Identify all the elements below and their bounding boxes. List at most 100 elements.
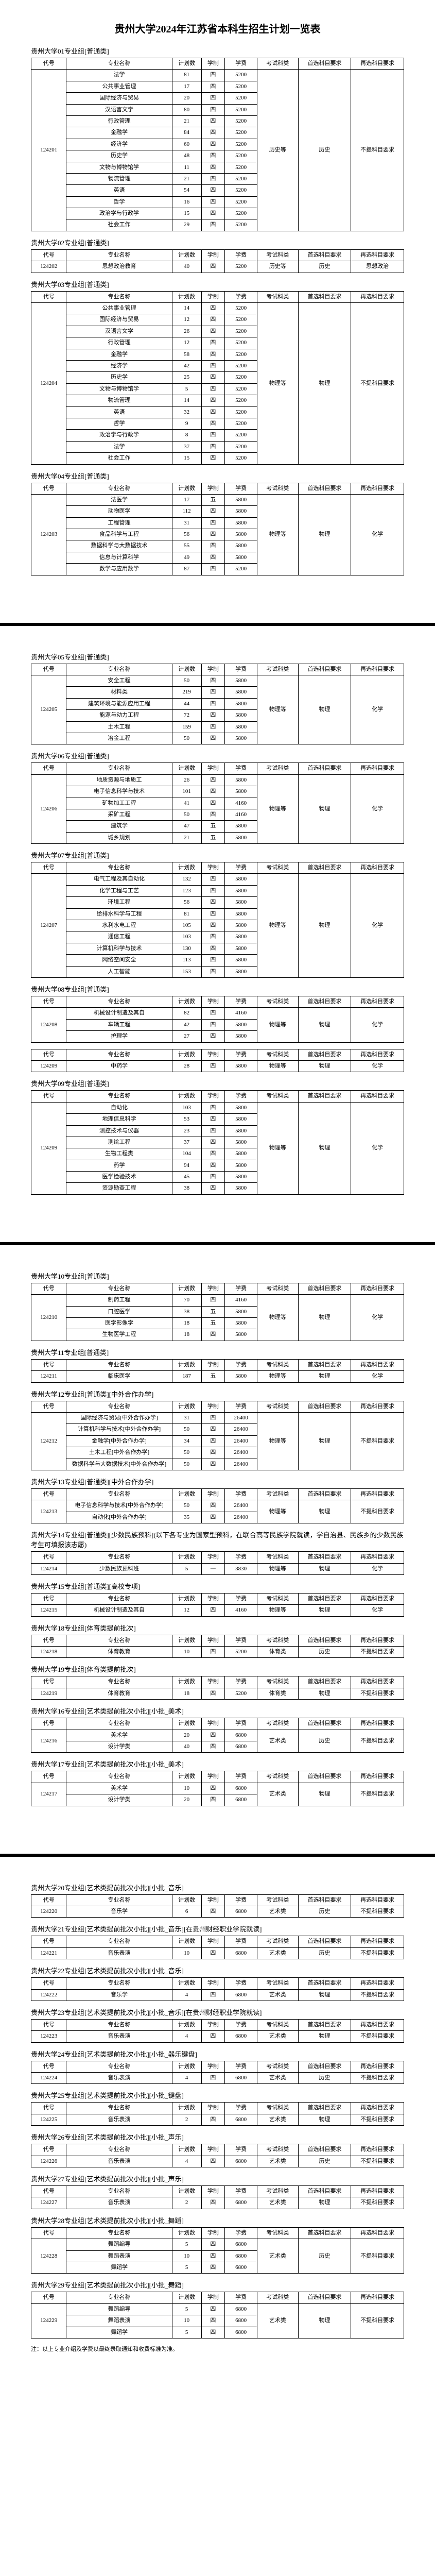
cell-plan: 6 (172, 1906, 201, 1917)
th-req1: 首选科目要求 (298, 2227, 351, 2239)
plan-table: 代号专业名称计划数学制学费考试科类首选科目要求再选科目要求124213电子信息科… (31, 1488, 404, 1523)
cell-fee: 6800 (225, 2197, 257, 2209)
th-code: 代号 (31, 2144, 66, 2156)
cell-plan: 219 (172, 687, 201, 698)
cell-name: 法医学 (66, 494, 172, 505)
cell-cat: 物理等 (257, 1412, 298, 1470)
cell-year: 四 (201, 1605, 225, 1616)
cell-name: 政治学与行政学 (66, 430, 172, 441)
th-cat: 考试科类 (257, 2227, 298, 2239)
cell-name: 人工智能 (66, 966, 172, 977)
cell-plan: 4 (172, 2031, 201, 2042)
cell-plan: 5 (172, 383, 201, 395)
cell-req1: 历史 (298, 2073, 351, 2084)
cell-name: 工程管理 (66, 517, 172, 529)
cell-code: 124225 (31, 2114, 66, 2125)
cell-plan: 31 (172, 1412, 201, 1423)
th-req2: 再选科目要求 (351, 1936, 404, 1947)
cell-cat: 艺术类 (257, 2114, 298, 2125)
cell-req1: 物理 (298, 1605, 351, 1616)
th-code: 代号 (31, 1894, 66, 1906)
cell-req1: 物理 (298, 1500, 351, 1523)
cell-year: 四 (201, 1329, 225, 1341)
th-req1: 首选科目要求 (298, 1488, 351, 1500)
th-code: 代号 (31, 2103, 66, 2114)
th-fee: 学费 (225, 1718, 257, 1730)
cell-name: 资源勘查工程 (66, 1183, 172, 1194)
cell-plan: 103 (172, 931, 201, 943)
th-req2: 再选科目要求 (351, 291, 404, 302)
cell-name: 地理信息科学 (66, 1114, 172, 1125)
plan-table: 代号专业名称计划数学制学费考试科类首选科目要求再选科目要求124209自动化10… (31, 1090, 404, 1195)
cell-plan: 10 (172, 1783, 201, 1794)
group-header: 贵州大学03专业组[普通类] (31, 279, 404, 289)
th-fee: 学费 (225, 1091, 257, 1102)
cell-plan: 113 (172, 955, 201, 966)
cell-fee: 26400 (225, 1447, 257, 1459)
th-cat: 考试科类 (257, 1488, 298, 1500)
th-cat: 考试科类 (257, 1593, 298, 1604)
cell-plan: 34 (172, 1435, 201, 1447)
cell-req2: 化学 (351, 774, 404, 843)
cell-code: 124208 (31, 1008, 66, 1042)
cell-fee: 5800 (225, 774, 257, 786)
cell-year: 五 (201, 494, 225, 505)
cell-fee: 6800 (225, 1989, 257, 2001)
cell-plan: 56 (172, 529, 201, 540)
cell-fee: 5800 (225, 517, 257, 529)
group-header: 贵州大学28专业组[艺术类提前批次小批][小批_舞蹈] (31, 2215, 404, 2225)
cell-name: 物流管理 (66, 395, 172, 406)
cell-cat: 艺术类 (257, 2156, 298, 2167)
cell-year: 四 (201, 2250, 225, 2262)
cell-fee: 5800 (225, 494, 257, 505)
cell-fee: 5800 (225, 506, 257, 517)
cell-name: 舞蹈学 (66, 2327, 172, 2338)
cell-cat: 艺术类 (257, 2303, 298, 2338)
cell-name: 金融学 (66, 349, 172, 360)
cell-code: 124209 (31, 1102, 66, 1194)
cell-fee: 5200 (225, 453, 257, 464)
group-header: 贵州大学08专业组[普通类] (31, 984, 404, 994)
cell-fee: 5800 (225, 710, 257, 721)
table-row: 124228舞蹈编导5四6800艺术类历史不提科目要求 (31, 2239, 404, 2250)
cell-plan: 72 (172, 710, 201, 721)
th-fee: 学费 (225, 1936, 257, 1947)
cell-fee: 5200 (225, 418, 257, 429)
th-name: 专业名称 (66, 483, 172, 494)
cell-fee: 6800 (225, 1783, 257, 1794)
th-year: 学制 (201, 1049, 225, 1060)
cell-fee: 5200 (225, 162, 257, 173)
th-code: 代号 (31, 249, 66, 261)
cell-code: 124227 (31, 2197, 66, 2209)
cell-plan: 31 (172, 517, 201, 529)
cell-year: 四 (201, 2303, 225, 2315)
th-req1: 首选科目要求 (298, 1283, 351, 1294)
table-row: 124221音乐表演10四6800艺术类历史不提科目要求 (31, 1947, 404, 1959)
cell-req2: 化学 (351, 1008, 404, 1042)
cell-name: 测绘工程 (66, 1137, 172, 1148)
cell-plan: 15 (172, 208, 201, 219)
th-cat: 考试科类 (257, 2103, 298, 2114)
plan-table: 代号专业名称计划数学制学费考试科类首选科目要求再选科目要求124215机械设计制… (31, 1593, 404, 1617)
cell-plan: 70 (172, 1295, 201, 1306)
cell-name: 机械设计制造及其自 (66, 1605, 172, 1616)
th-cat: 考试科类 (257, 1635, 298, 1646)
cell-plan: 94 (172, 1160, 201, 1171)
cell-fee: 5200 (225, 115, 257, 127)
cell-plan: 84 (172, 127, 201, 139)
cell-year: 四 (201, 1160, 225, 1171)
th-req1: 首选科目要求 (298, 291, 351, 302)
th-plan: 计划数 (172, 1552, 201, 1563)
cell-req1: 物理 (298, 774, 351, 843)
cell-req1: 物理 (298, 2303, 351, 2338)
cell-cat: 物理等 (257, 774, 298, 843)
cell-name: 文物与博物馆学 (66, 162, 172, 173)
cell-plan: 5 (172, 2239, 201, 2250)
th-cat: 考试科类 (257, 1978, 298, 1989)
table-row: 124215机械设计制造及其自12四4160物理等物理化学 (31, 1605, 404, 1616)
cell-year: 四 (201, 196, 225, 208)
cell-req1: 物理 (298, 303, 351, 464)
cell-fee: 5200 (225, 150, 257, 162)
cell-fee: 5200 (225, 564, 257, 575)
cell-year: 四 (201, 966, 225, 977)
